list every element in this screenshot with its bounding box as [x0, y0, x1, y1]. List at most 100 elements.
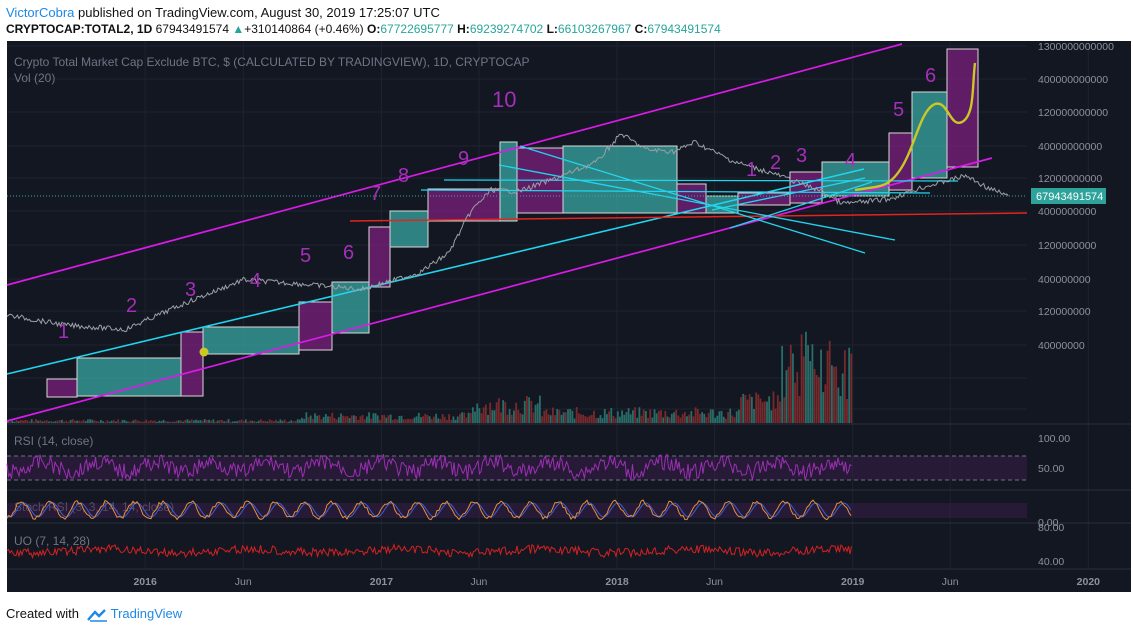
volume-bar — [448, 414, 450, 423]
volume-bar — [528, 397, 531, 423]
volume-bar — [357, 419, 360, 423]
volume-bar — [11, 420, 14, 423]
volume-bar — [227, 419, 230, 423]
volume-bar — [270, 420, 273, 423]
volume-bar — [571, 410, 574, 423]
wave-box — [202, 326, 300, 355]
volume-bar — [305, 412, 308, 423]
volume-bar — [69, 419, 72, 423]
uo-tick: 80.00 — [1038, 522, 1064, 534]
volume-bar — [56, 420, 59, 423]
volume-bar — [9, 421, 11, 423]
volume-bar — [283, 419, 286, 423]
volume-bar — [763, 401, 766, 423]
volume-bar — [24, 419, 27, 423]
volume-bar — [839, 396, 842, 423]
volume-bar — [822, 392, 825, 423]
volume-bar — [225, 421, 228, 423]
stoch-d-line — [6, 502, 852, 518]
cyan-diagonal-1 — [498, 164, 896, 241]
volume-bar — [324, 413, 327, 423]
wave-label: 5 — [300, 245, 311, 267]
volume-bar — [132, 420, 135, 423]
volume-bar — [238, 420, 241, 423]
volume-bar — [573, 418, 576, 423]
volume-bar — [785, 370, 788, 423]
volume-bar — [826, 350, 829, 423]
arrow-up-icon: ▲ — [232, 22, 245, 36]
volume-bar — [381, 415, 383, 423]
volume-bar — [699, 413, 701, 423]
volume-bar — [541, 416, 543, 423]
author-link[interactable]: VictorCobra — [6, 5, 75, 20]
volume-bar — [134, 419, 137, 423]
volume-bar — [322, 416, 325, 423]
volume-bar — [835, 366, 838, 423]
volume-bar — [729, 408, 732, 423]
volume-bar — [670, 413, 673, 423]
volume-bar — [562, 412, 565, 423]
volume-bar — [417, 412, 420, 423]
volume-bar — [67, 421, 70, 423]
wave-box — [389, 210, 429, 248]
volume-bar — [82, 419, 85, 423]
volume-bar — [368, 412, 370, 423]
uo-line — [6, 543, 852, 560]
volume-bar — [177, 420, 180, 423]
tradingview-brand[interactable]: TradingView — [110, 606, 183, 621]
volume-bar — [218, 420, 221, 423]
volume-bar — [359, 416, 362, 423]
volume-bar — [690, 411, 693, 423]
volume-bar — [712, 409, 714, 423]
volume-bar — [608, 411, 611, 423]
volume-bar — [647, 417, 649, 423]
volume-bar — [255, 421, 258, 423]
volume-bar — [378, 419, 381, 423]
volume-bar — [446, 419, 448, 423]
volume-bar — [497, 398, 500, 423]
volume-bar — [606, 414, 608, 423]
volume-bar — [97, 421, 100, 423]
volume-bar — [76, 420, 79, 423]
volume-bar — [508, 409, 511, 423]
volume-bar — [186, 419, 189, 423]
volume-bar — [649, 409, 652, 423]
volume-bar — [800, 334, 803, 423]
volume-bar — [210, 420, 213, 423]
volume-bar — [190, 419, 193, 423]
volume-bar — [344, 416, 347, 423]
volume-bar — [45, 420, 48, 423]
volume-bar — [439, 419, 442, 423]
volume-bar — [355, 416, 357, 423]
volume-bar — [203, 419, 206, 423]
volume-bar — [391, 419, 394, 423]
volume-bar — [536, 403, 539, 423]
volume-bar — [709, 409, 712, 423]
volume-bar — [54, 421, 57, 423]
cyan-resistance-line-2 — [420, 189, 931, 194]
volume-bar — [138, 421, 141, 423]
open-label: O: — [367, 22, 381, 36]
wave-label: 3 — [796, 145, 807, 167]
volume-bar — [817, 377, 820, 423]
wave-box — [46, 378, 78, 398]
volume-bar — [316, 415, 319, 423]
volume-bar — [41, 421, 44, 423]
volume-bar — [121, 419, 124, 423]
volume-bar — [549, 415, 552, 423]
volume-bar — [318, 415, 321, 423]
volume-bar — [484, 404, 487, 423]
volume-bar — [383, 414, 386, 423]
volume-bar — [294, 421, 297, 423]
x-tick-label: 2019 — [841, 576, 865, 588]
volume-bar — [244, 419, 247, 423]
volume-bar — [52, 421, 55, 423]
volume-bar — [99, 419, 102, 423]
volume-bar — [216, 420, 219, 423]
price-change: +310140864 (+0.46%) — [244, 22, 364, 36]
volume-bar — [145, 419, 148, 423]
open-value: 67722695777 — [380, 22, 454, 36]
volume-bar — [413, 417, 416, 423]
volume-bar — [171, 421, 174, 423]
